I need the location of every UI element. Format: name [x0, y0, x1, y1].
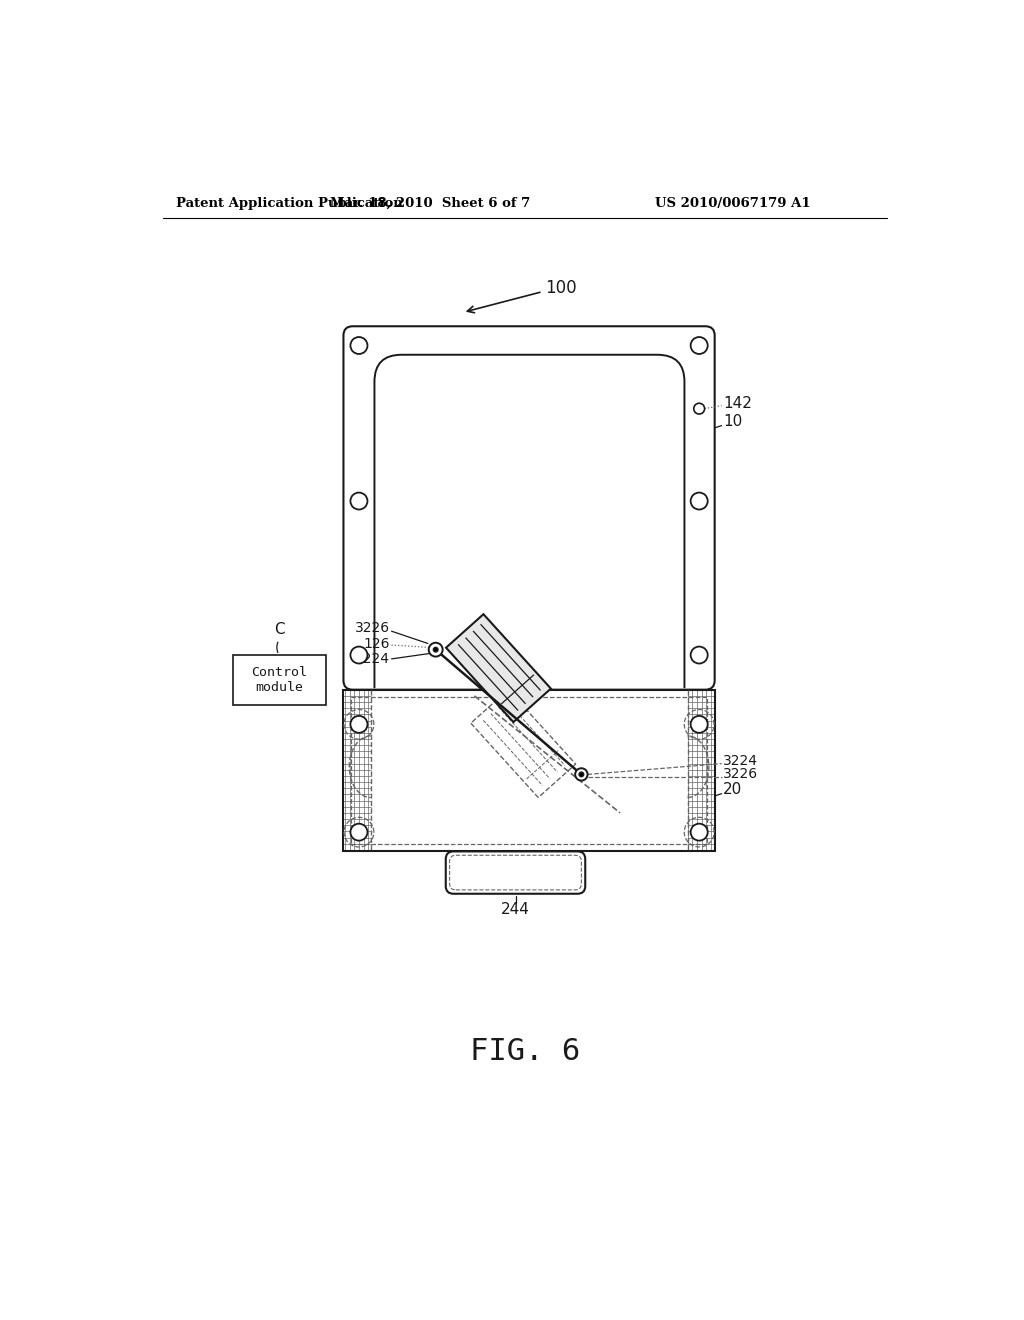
Circle shape [350, 715, 368, 733]
Text: 10: 10 [723, 414, 742, 429]
Circle shape [690, 647, 708, 664]
Text: 100: 100 [545, 279, 577, 297]
Circle shape [350, 492, 368, 510]
Bar [446, 614, 551, 722]
Circle shape [575, 768, 588, 780]
Circle shape [690, 824, 708, 841]
Circle shape [693, 404, 705, 414]
Text: 3224: 3224 [355, 652, 390, 665]
Circle shape [690, 337, 708, 354]
Text: 3226: 3226 [355, 622, 390, 635]
Text: FIG. 6: FIG. 6 [470, 1038, 580, 1067]
Text: C: C [273, 622, 285, 638]
Bar [232, 655, 326, 705]
Circle shape [690, 715, 708, 733]
Text: 3226: 3226 [723, 767, 759, 781]
Circle shape [350, 337, 368, 354]
Text: 3224: 3224 [723, 754, 758, 767]
Text: US 2010/0067179 A1: US 2010/0067179 A1 [655, 197, 811, 210]
Bar [471, 689, 575, 797]
Text: Mar. 18, 2010  Sheet 6 of 7: Mar. 18, 2010 Sheet 6 of 7 [330, 197, 530, 210]
Text: Control
module: Control module [251, 667, 307, 694]
Bar [343, 689, 715, 851]
Circle shape [350, 647, 368, 664]
Text: 20: 20 [723, 783, 742, 797]
Circle shape [433, 647, 438, 652]
Text: 244: 244 [501, 902, 530, 916]
Text: Patent Application Publication: Patent Application Publication [176, 197, 402, 210]
Circle shape [350, 824, 368, 841]
Circle shape [690, 492, 708, 510]
Circle shape [579, 772, 584, 776]
Text: 126: 126 [364, 636, 390, 651]
Circle shape [429, 643, 442, 656]
Text: 142: 142 [723, 396, 752, 411]
Bar [351, 697, 707, 843]
